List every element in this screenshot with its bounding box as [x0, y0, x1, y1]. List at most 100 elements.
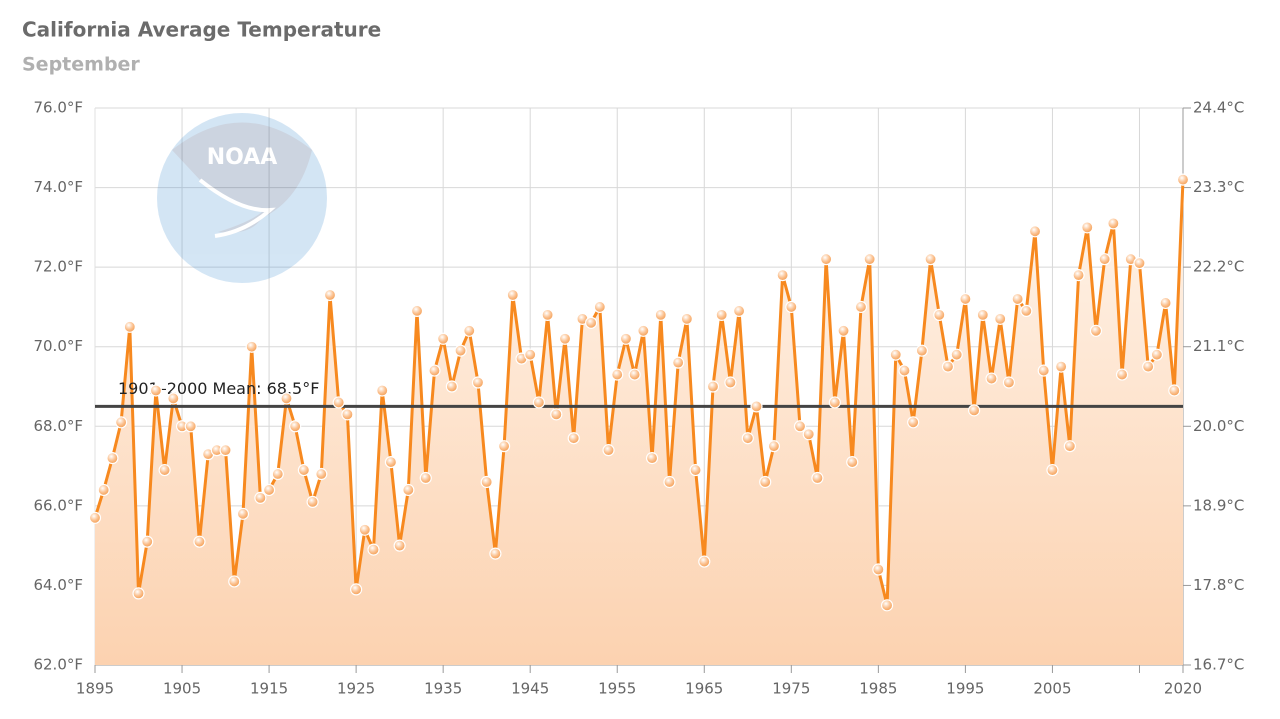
data-point	[1168, 384, 1181, 397]
data-point	[1133, 257, 1146, 270]
data-point	[497, 440, 511, 453]
data-point	[280, 392, 293, 405]
data-point	[88, 511, 102, 524]
x-tick-label: 1905	[163, 680, 201, 698]
data-point	[1011, 292, 1024, 306]
data-point	[306, 495, 319, 508]
data-point	[698, 555, 711, 568]
y2-tick-label: 17.8°C	[1193, 576, 1244, 594]
data-point	[115, 416, 128, 429]
y2-tick-label: 23.3°C	[1193, 178, 1244, 196]
data-point	[323, 288, 337, 302]
data-point	[915, 344, 928, 357]
data-point	[872, 563, 885, 576]
x-tick-label: 1975	[772, 680, 810, 698]
data-point	[1020, 304, 1033, 318]
data-point	[350, 583, 363, 596]
data-point	[793, 420, 807, 433]
data-point	[611, 368, 624, 381]
data-point	[759, 475, 772, 489]
data-point	[750, 400, 763, 413]
data-point	[367, 543, 380, 556]
data-point	[785, 300, 798, 314]
y-tick-label: 74.0°F	[33, 178, 83, 196]
data-point	[724, 376, 737, 389]
logo-text: NOAA	[207, 145, 278, 170]
data-point	[463, 324, 476, 337]
data-point	[1055, 360, 1068, 373]
y2-tick-label: 24.4°C	[1193, 99, 1244, 117]
data-point	[193, 535, 206, 548]
data-point	[619, 332, 633, 345]
data-point	[297, 463, 310, 477]
data-point	[1098, 253, 1111, 266]
data-point	[950, 348, 963, 361]
data-point	[802, 428, 815, 441]
data-point	[524, 348, 537, 361]
data-point	[245, 340, 258, 353]
data-point	[471, 376, 485, 389]
data-point	[880, 599, 894, 612]
data-point	[811, 471, 824, 485]
data-point	[663, 475, 676, 489]
data-point	[741, 432, 754, 445]
data-point	[532, 396, 546, 409]
data-point	[315, 467, 328, 481]
data-point	[907, 416, 920, 429]
chart-title: California Average Temperature	[22, 18, 381, 42]
x-tick-label: 1945	[511, 680, 549, 698]
data-point	[637, 324, 650, 337]
data-point	[376, 384, 389, 397]
data-point	[680, 312, 693, 325]
data-point	[419, 471, 432, 485]
data-point	[1072, 269, 1085, 282]
data-point	[558, 332, 572, 345]
data-point	[384, 455, 398, 469]
data-point	[1115, 368, 1129, 381]
data-point	[941, 360, 955, 373]
data-point	[654, 308, 667, 321]
x-tick-label: 2005	[1033, 680, 1071, 698]
x-tick-label: 1955	[598, 680, 636, 698]
data-point	[410, 304, 424, 318]
x-tick-label: 1895	[76, 680, 114, 698]
y2-tick-label: 22.2°C	[1193, 258, 1244, 276]
data-point	[585, 316, 598, 329]
y2-tick-label: 21.1°C	[1193, 337, 1244, 355]
data-point	[689, 463, 702, 477]
data-point	[271, 467, 284, 481]
data-point	[184, 420, 197, 433]
data-point	[898, 364, 911, 377]
data-point	[228, 575, 241, 588]
data-point	[132, 587, 145, 600]
data-point	[602, 444, 615, 457]
data-point	[1142, 360, 1155, 373]
x-tick-label: 1915	[250, 680, 288, 698]
data-point	[776, 269, 789, 282]
data-point	[820, 253, 833, 266]
data-point	[1150, 348, 1163, 361]
x-tick-label: 2020	[1164, 680, 1202, 698]
data-point	[358, 523, 371, 536]
data-point	[672, 356, 685, 369]
data-point	[1028, 225, 1042, 238]
data-point	[706, 380, 720, 393]
data-point	[846, 455, 859, 469]
y-tick-label: 66.0°F	[33, 496, 83, 514]
data-point	[437, 332, 450, 345]
y-tick-label: 70.0°F	[33, 337, 83, 355]
data-point	[715, 308, 728, 321]
data-point	[767, 440, 781, 453]
data-point	[959, 292, 972, 306]
data-point	[1107, 217, 1120, 230]
mean-label: 1901–2000 Mean: 68.5°F	[118, 379, 319, 398]
data-point	[123, 320, 136, 333]
data-point	[254, 491, 267, 504]
data-point	[994, 312, 1007, 325]
data-point	[149, 384, 163, 397]
data-point	[141, 535, 154, 548]
data-point	[968, 404, 981, 417]
data-point	[863, 253, 876, 266]
data-point	[1176, 173, 1190, 186]
